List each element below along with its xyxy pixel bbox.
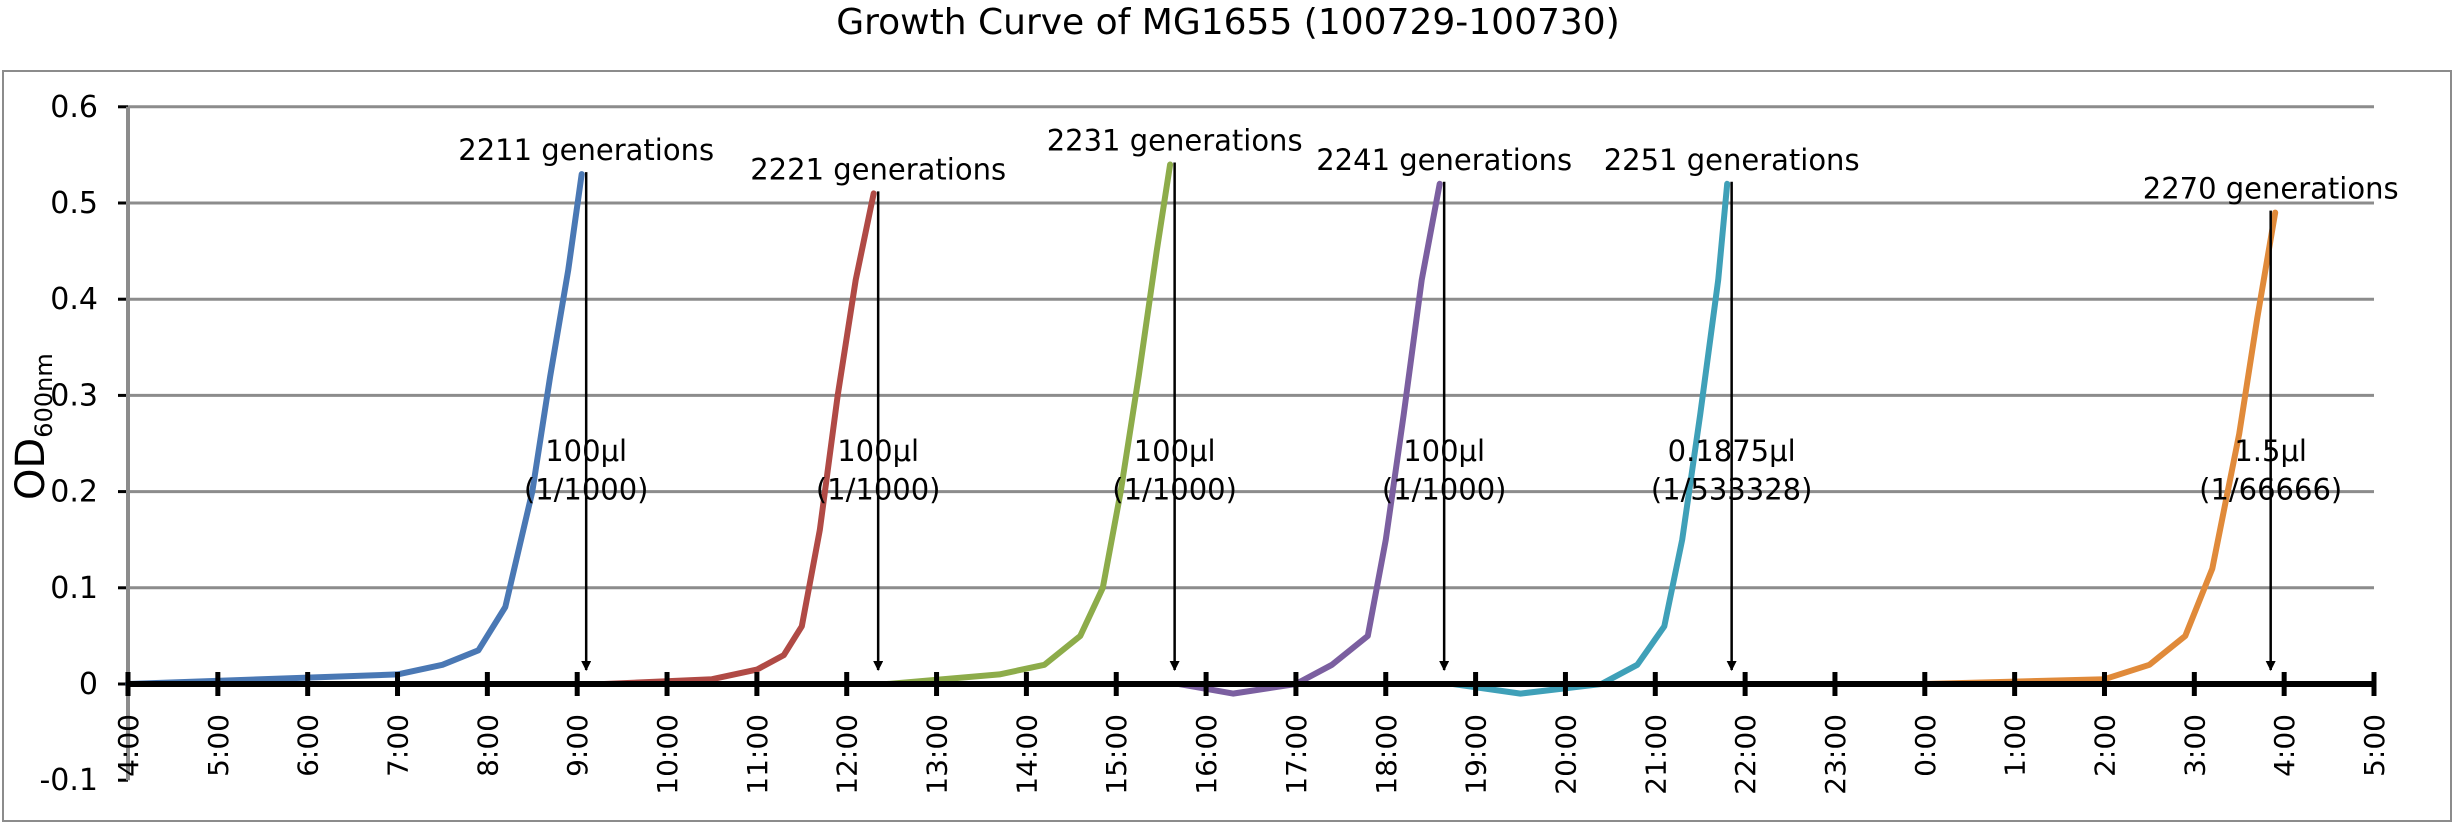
series-line-6 (1737, 209, 2279, 687)
series-line-3 (884, 161, 1174, 687)
x-tick-label: 23:00 (1819, 714, 1852, 795)
x-tick-label: 7:00 (382, 714, 415, 777)
svg-text:OD600nm: OD600nm (8, 353, 58, 500)
x-tick-label: 13:00 (921, 714, 954, 795)
x-tick-label: 18:00 (1370, 714, 1403, 795)
x-tick-label: 0:00 (1909, 714, 1942, 777)
generation-label-5: 2251 generations (1604, 143, 1860, 177)
y-tick-label: 0.6 (50, 90, 98, 125)
y-tick-label: 0.4 (50, 282, 98, 317)
x-tick-label: 5:00 (202, 714, 235, 777)
y-tick-label: 0.5 (50, 186, 98, 221)
generation-label-1: 2211 generations (458, 133, 714, 167)
x-tick-label: 12:00 (831, 714, 864, 795)
chart-frame (2, 70, 2452, 822)
x-tick-label: 1:00 (1999, 714, 2032, 777)
y-tick-label: -0.1 (39, 763, 98, 798)
x-tick-label: 21:00 (1639, 714, 1672, 795)
x-tick-label: 16:00 (1190, 714, 1223, 795)
gridlines (128, 105, 2374, 590)
generation-label-2: 2221 generations (750, 152, 1006, 186)
dilution-ratio-2: (1/1000) (816, 472, 941, 506)
y-tick-label: 0.3 (50, 378, 98, 413)
x-tick-label: 5:00 (2358, 714, 2391, 777)
x-tick-label: 3:00 (2178, 714, 2211, 777)
x-tick-label: 17:00 (1280, 714, 1313, 795)
dilution-ratio-5: (1/533328) (1651, 472, 1813, 506)
dilution-volume-6: 1.5μl (2234, 434, 2307, 468)
chart-title: Growth Curve of MG1655 (100729-100730) (836, 2, 1620, 43)
x-tick-label: 8:00 (471, 714, 504, 777)
series-line-4 (1176, 180, 1443, 697)
dilution-ratio-4: (1/1000) (1382, 472, 1507, 506)
x-tick-label: 4:00 (112, 714, 145, 777)
series-line-1 (125, 171, 585, 687)
generation-label-4: 2241 generations (1316, 143, 1572, 177)
x-tick-label: 9:00 (561, 714, 594, 777)
x-tick-label: 15:00 (1100, 714, 1133, 795)
series-group (125, 161, 2279, 697)
x-tick-label: 4:00 (2268, 714, 2301, 777)
x-tick-label: 2:00 (2088, 714, 2121, 777)
series-line-2 (601, 190, 877, 687)
dilution-volume-1: 100μl (545, 434, 627, 468)
x-tick-label: 10:00 (651, 714, 684, 795)
x-axis: 4:00 5:00 6:00 7:00 8:00 9:00 10:00 11:00 12:00 1… (112, 672, 2391, 795)
y-axis-label-sub: 600nm (30, 353, 58, 437)
dilution-volume-3: 100μl (1134, 434, 1216, 468)
x-tick-label: 19:00 (1460, 714, 1493, 795)
dilution-ratio-1: (1/1000) (524, 472, 649, 506)
dilution-volume-5: 0.1875μl (1668, 434, 1796, 468)
x-tick-label: 20:00 (1549, 714, 1582, 795)
y-axis: 0.6 0.5 0.4 0.3 0.2 0.1 0 -0.1 (39, 90, 130, 798)
dilution-ratio-6: (1/66666) (2199, 472, 2342, 506)
x-tick-label: 6:00 (292, 714, 325, 777)
x-tick-label: 14:00 (1010, 714, 1043, 795)
x-tick-label: 11:00 (741, 714, 774, 795)
y-axis-label: OD600nm (8, 353, 58, 500)
series-line-5 (1450, 180, 1731, 697)
x-tick-label: 22:00 (1729, 714, 1762, 795)
y-tick-label: 0.2 (50, 475, 98, 510)
annotations: 2211 generations 100μl (1/1000) 2221 genera… (458, 124, 2399, 671)
dilution-ratio-3: (1/1000) (1112, 472, 1237, 506)
generation-label-6: 2270 generations (2143, 172, 2399, 206)
y-tick-label: 0.1 (50, 571, 98, 606)
generation-label-3: 2231 generations (1047, 124, 1303, 158)
y-axis-label-main: OD (8, 438, 54, 500)
dilution-volume-2: 100μl (837, 434, 919, 468)
dilution-volume-4: 100μl (1403, 434, 1485, 468)
y-tick-label: 0 (79, 667, 98, 702)
